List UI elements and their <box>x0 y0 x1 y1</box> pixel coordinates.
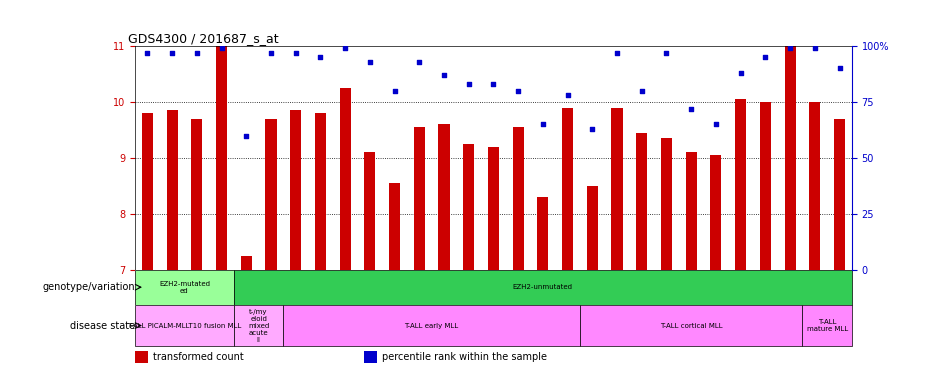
Text: EZH2-mutated
ed: EZH2-mutated ed <box>159 281 209 294</box>
Point <box>165 50 180 56</box>
Bar <box>364 351 377 363</box>
Bar <box>803 305 852 346</box>
Bar <box>661 138 672 270</box>
Text: GDS4300 / 201687_s_at: GDS4300 / 201687_s_at <box>128 32 278 45</box>
Bar <box>413 127 425 270</box>
Bar <box>612 108 623 270</box>
Bar <box>580 305 803 346</box>
Point <box>263 50 278 56</box>
Point <box>758 54 773 60</box>
Point <box>486 81 501 87</box>
Bar <box>135 351 148 363</box>
Point <box>511 88 526 94</box>
Text: T-ALL PICALM-MLLT10 fusion MLL: T-ALL PICALM-MLLT10 fusion MLL <box>128 323 242 329</box>
Point <box>659 50 674 56</box>
Point <box>313 54 328 60</box>
Bar <box>809 102 820 270</box>
Bar <box>241 256 251 270</box>
Bar <box>167 110 178 270</box>
Bar <box>513 127 524 270</box>
Point <box>783 45 798 51</box>
Point <box>214 45 229 51</box>
Bar <box>760 102 771 270</box>
Bar <box>290 110 302 270</box>
Text: T-ALL cortical MLL: T-ALL cortical MLL <box>660 323 722 329</box>
Bar <box>142 113 153 270</box>
Point <box>634 88 649 94</box>
Bar <box>216 46 227 270</box>
Point <box>535 121 550 127</box>
Text: T-ALL early MLL: T-ALL early MLL <box>404 323 459 329</box>
Bar <box>389 183 400 270</box>
Point <box>362 59 377 65</box>
Text: disease state: disease state <box>70 321 135 331</box>
Point <box>289 50 304 56</box>
Bar <box>265 119 277 270</box>
Point <box>832 65 847 71</box>
Point <box>683 106 698 112</box>
Text: percentile rank within the sample: percentile rank within the sample <box>383 352 547 362</box>
Bar <box>488 147 499 270</box>
Bar <box>234 270 852 305</box>
Bar <box>315 113 326 270</box>
Point <box>387 88 402 94</box>
Bar <box>283 305 580 346</box>
Bar <box>439 124 450 270</box>
Bar <box>135 270 234 305</box>
Point <box>610 50 625 56</box>
Bar <box>636 133 647 270</box>
Bar <box>785 46 796 270</box>
Point <box>338 45 353 51</box>
Bar <box>562 108 573 270</box>
Point <box>560 92 575 98</box>
Point <box>807 45 822 51</box>
Text: T-ALL
mature MLL: T-ALL mature MLL <box>806 319 848 332</box>
Bar <box>191 119 202 270</box>
Point <box>734 70 749 76</box>
Text: transformed count: transformed count <box>153 352 244 362</box>
Point <box>585 126 600 132</box>
Bar <box>834 119 845 270</box>
Bar <box>587 186 598 270</box>
Text: EZH2-unmutated: EZH2-unmutated <box>513 284 573 290</box>
Point <box>708 121 723 127</box>
Bar <box>685 152 696 270</box>
Bar <box>735 99 746 270</box>
Bar <box>340 88 351 270</box>
Bar <box>234 305 283 346</box>
Point <box>461 81 476 87</box>
Bar <box>537 197 548 270</box>
Bar <box>135 305 234 346</box>
Bar <box>710 155 722 270</box>
Point <box>437 72 452 78</box>
Bar <box>463 144 474 270</box>
Text: t-/my
eloid
mixed
acute
ll: t-/my eloid mixed acute ll <box>248 308 269 343</box>
Point <box>412 59 426 65</box>
Bar <box>364 152 375 270</box>
Point <box>238 132 253 139</box>
Point <box>140 50 155 56</box>
Text: genotype/variation: genotype/variation <box>43 282 135 292</box>
Point <box>189 50 204 56</box>
